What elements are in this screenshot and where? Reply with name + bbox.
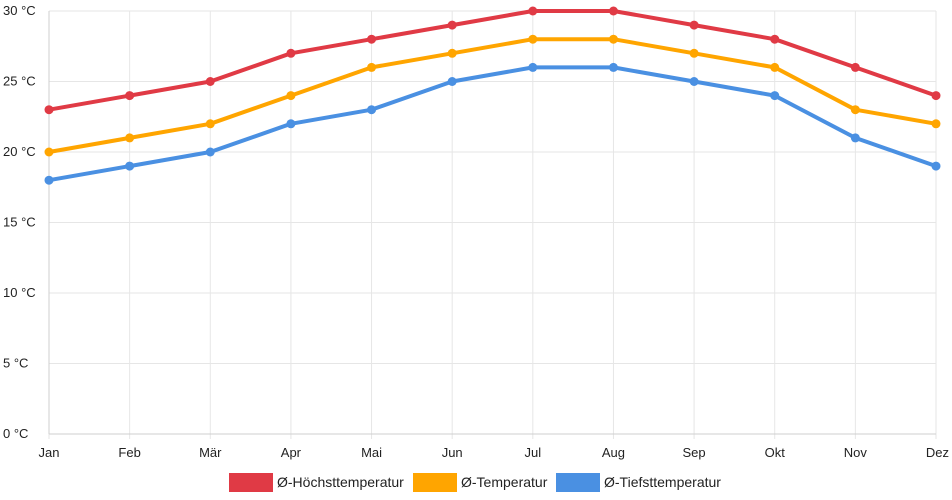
data-point xyxy=(770,91,780,101)
data-point xyxy=(125,161,135,171)
x-tick-label: Nov xyxy=(844,445,868,460)
data-point xyxy=(125,91,135,101)
data-point xyxy=(367,34,377,44)
data-point xyxy=(286,91,296,101)
data-point xyxy=(367,105,377,115)
data-point xyxy=(44,105,54,115)
data-point xyxy=(931,119,941,129)
data-point xyxy=(770,34,780,44)
data-point xyxy=(286,48,296,58)
data-point xyxy=(205,147,215,157)
data-point xyxy=(44,175,54,185)
series-line-2 xyxy=(47,65,938,183)
data-point xyxy=(528,34,538,44)
series-line-1 xyxy=(47,37,938,154)
data-point xyxy=(447,20,457,30)
y-tick-label: 15 °C xyxy=(3,215,36,230)
x-tick-label: Dez xyxy=(926,445,949,460)
x-tick-label: Mai xyxy=(361,445,382,460)
legend-swatch xyxy=(413,473,457,492)
data-point xyxy=(689,48,699,58)
x-tick-label: Jan xyxy=(39,445,60,460)
x-axis-labels: Jan Feb Mär Apr Mai Jun Jul Aug Sep Okt Nov Dez xyxy=(39,445,949,460)
x-tick-label: Jul xyxy=(525,445,542,460)
data-point xyxy=(608,62,618,72)
x-tick-label: Aug xyxy=(602,445,625,460)
data-point xyxy=(447,77,457,86)
y-axis-labels: 0 °C 5 °C 10 °C 15 °C 20 °C 25 °C 30 °C xyxy=(3,3,36,441)
data-point xyxy=(447,48,457,58)
grid-lines xyxy=(48,10,937,439)
x-tick-label: Sep xyxy=(683,445,706,460)
x-tick-label: Mär xyxy=(199,445,222,460)
series-lines xyxy=(47,9,938,183)
data-point xyxy=(770,62,780,72)
data-point xyxy=(689,20,699,30)
legend-label: Ø-Temperatur xyxy=(461,474,548,490)
data-point xyxy=(850,105,860,115)
data-point xyxy=(608,6,618,16)
data-point xyxy=(205,77,215,86)
legend: Ø-Höchsttemperatur Ø-Temperatur Ø-Tiefstte… xyxy=(229,473,721,492)
legend-swatch xyxy=(556,473,600,492)
data-point xyxy=(931,161,941,171)
x-tick-label: Okt xyxy=(765,445,786,460)
x-tick-label: Jun xyxy=(442,445,463,460)
data-point xyxy=(608,34,618,44)
data-point xyxy=(205,119,215,129)
y-tick-label: 30 °C xyxy=(3,3,36,18)
data-point xyxy=(850,133,860,143)
data-point xyxy=(286,119,296,129)
data-point xyxy=(528,62,538,72)
y-tick-label: 5 °C xyxy=(3,356,28,371)
data-point xyxy=(125,133,135,143)
legend-swatch xyxy=(229,473,273,492)
data-point xyxy=(931,91,941,101)
series-points xyxy=(44,6,941,185)
y-tick-label: 10 °C xyxy=(3,285,36,300)
y-tick-label: 20 °C xyxy=(3,144,36,159)
legend-label: Ø-Tiefsttemperatur xyxy=(604,474,721,490)
y-tick-label: 25 °C xyxy=(3,74,36,89)
y-tick-label: 0 °C xyxy=(3,426,28,441)
data-point xyxy=(44,147,54,157)
data-point xyxy=(367,62,377,72)
x-tick-label: Feb xyxy=(118,445,140,460)
data-point xyxy=(689,77,699,86)
series-line-0 xyxy=(47,9,938,112)
data-point xyxy=(528,6,538,16)
legend-label: Ø-Höchsttemperatur xyxy=(277,474,404,490)
x-tick-label: Apr xyxy=(281,445,302,460)
data-point xyxy=(850,62,860,72)
